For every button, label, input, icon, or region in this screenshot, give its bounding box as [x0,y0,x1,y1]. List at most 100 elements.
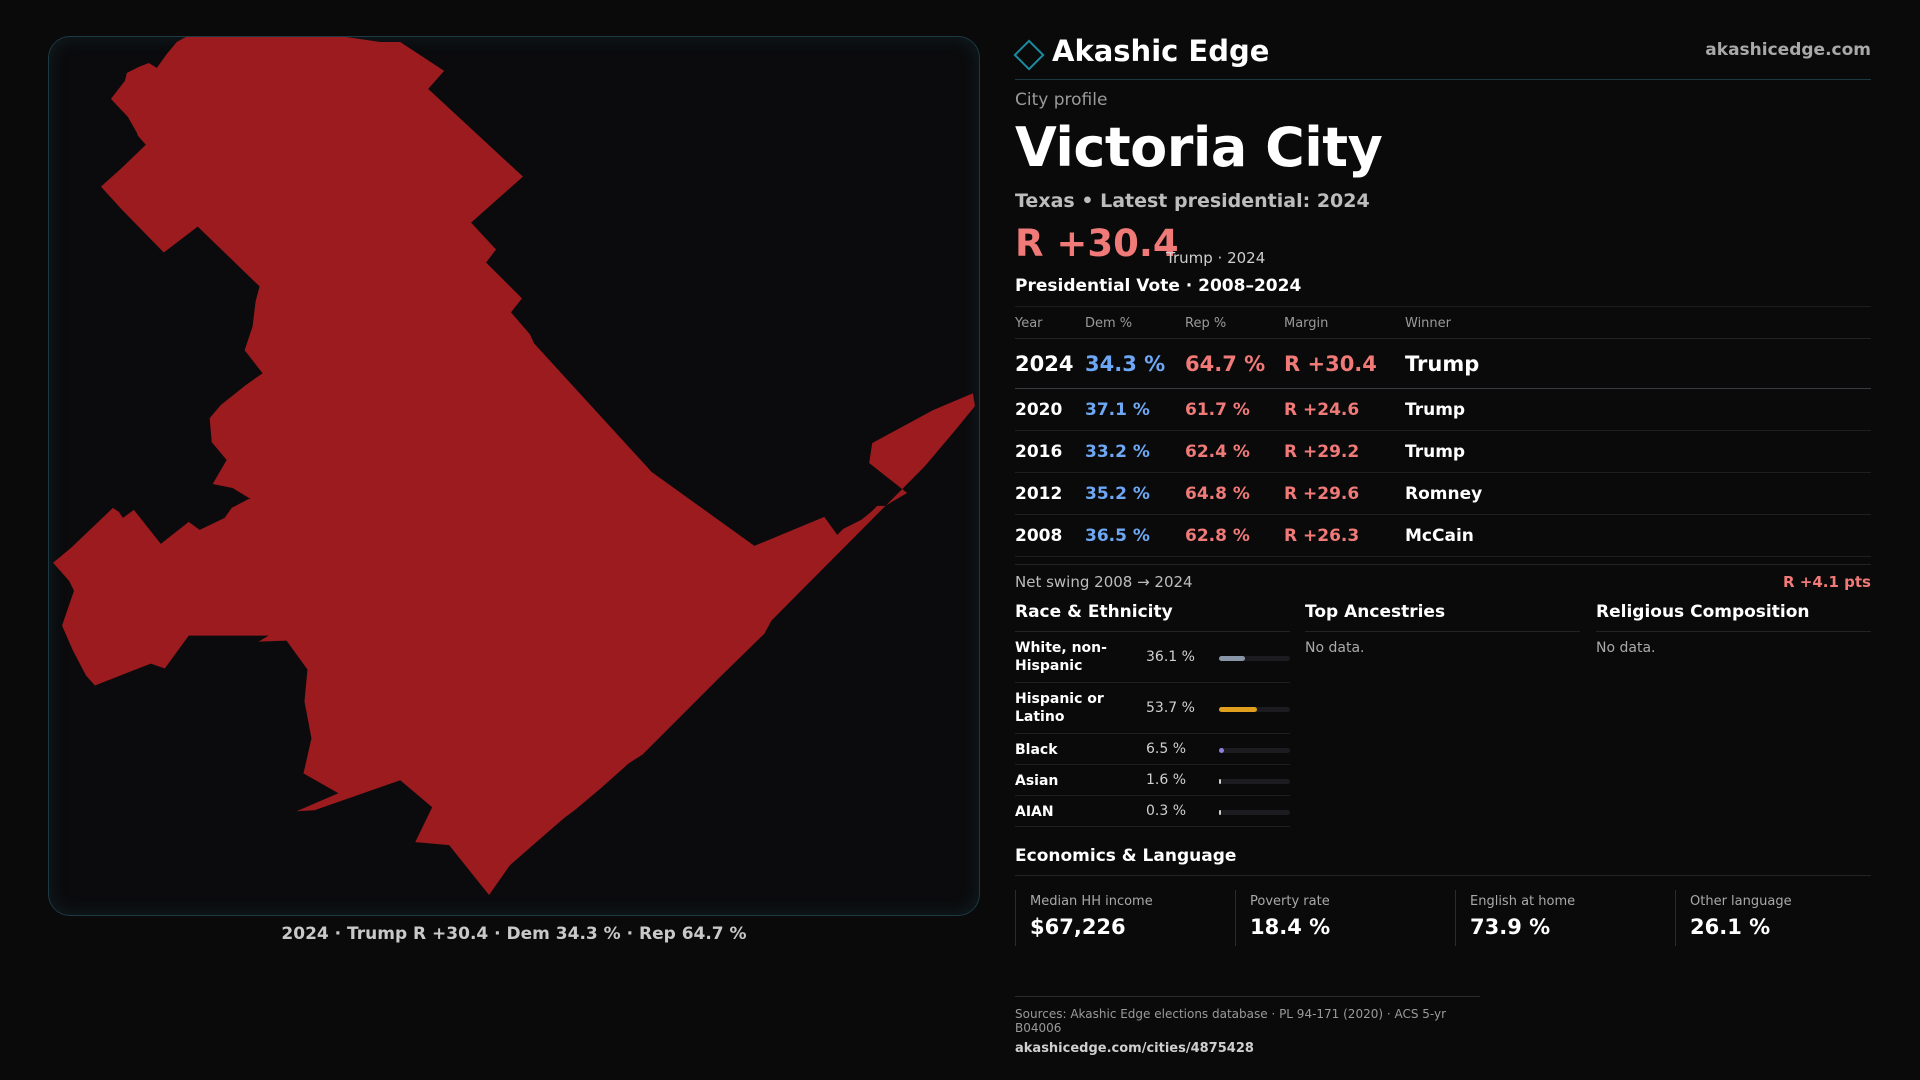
race-row: Asian 1.6 % [1015,765,1290,796]
brand-name: Akashic Edge [1052,34,1270,68]
race-label: Asian [1015,773,1059,789]
profile-column: Akashic Edge akashicedge.com City profil… [1013,0,1871,1080]
table-row: 2008 36.5 % 62.8 % R +26.3 McCain [1015,515,1871,557]
row-margin: R +24.6 [1284,400,1360,420]
race-pct: 36.1 % [1146,648,1195,665]
race-bar-fill [1219,655,1245,661]
race-pct: 0.3 % [1146,802,1187,819]
row-rep: 64.7 % [1185,352,1266,376]
race-bar-fill [1219,706,1258,712]
table-row: 2016 33.2 % 62.4 % R +29.2 Trump [1015,431,1871,473]
ancestries-empty: No data. [1305,640,1365,656]
header-rep: Rep % [1185,316,1227,331]
header-dem: Dem % [1085,316,1133,331]
row-year: 2008 [1015,526,1063,546]
econ-label: English at home [1470,894,1576,909]
row-winner: Romney [1405,484,1483,504]
row-dem: 36.5 % [1085,526,1150,546]
net-swing-label: Net swing 2008 → 2024 [1015,573,1193,591]
row-year: 2020 [1015,400,1063,420]
economics-section-title: Economics & Language [1015,846,1237,866]
econ-label: Poverty rate [1250,894,1330,909]
race-label: Hispanic or Latino [1015,691,1104,725]
econ-card-english: English at home 73.9 % [1455,890,1675,946]
page-url-link[interactable]: akashicedge.com/cities/4875428 [1015,1041,1254,1056]
economics-header: Economics & Language [1015,846,1871,876]
race-row: AIAN 0.3 % [1015,796,1290,827]
race-bar-fill [1219,809,1221,815]
row-year: 2012 [1015,484,1063,504]
row-winner: Trump [1405,352,1480,376]
row-dem: 37.1 % [1085,400,1150,420]
net-swing-value: R +4.1 pts [1783,573,1871,591]
city-subline: Texas • Latest presidential: 2024 [1015,190,1370,212]
city-map-panel [48,36,980,916]
vote-section-title: Presidential Vote · 2008–2024 [1015,276,1302,296]
econ-card-other-language: Other language 26.1 % [1675,890,1871,946]
race-label: AIAN [1015,804,1054,820]
row-winner: McCain [1405,526,1474,546]
race-pct: 53.7 % [1146,699,1195,716]
row-dem: 33.2 % [1085,442,1150,462]
latest-margin-note: Trump · 2024 [1166,249,1266,267]
race-pct: 6.5 % [1146,740,1187,757]
sources-text: Sources: Akashic Edge elections database… [1015,1007,1447,1035]
econ-card-poverty: Poverty rate 18.4 % [1235,890,1455,946]
brand-header: Akashic Edge akashicedge.com [1013,30,1871,80]
row-year: 2016 [1015,442,1063,462]
race-bar-track [1219,747,1290,753]
religion-empty: No data. [1596,640,1656,656]
row-rep: 62.4 % [1185,442,1250,462]
page-title: Victoria City [1015,116,1383,179]
row-year: 2024 [1015,352,1074,376]
race-ethnicity-section: Race & Ethnicity White, non-Hispanic 36.1… [1015,600,1290,827]
net-swing-row: Net swing 2008 → 2024 R +4.1 pts [1015,564,1871,591]
race-row: Hispanic or Latino 53.7 % [1015,683,1290,734]
race-bar-track [1219,778,1290,784]
race-pct: 1.6 % [1146,771,1187,788]
brand-url-link[interactable]: akashicedge.com [1705,40,1871,60]
race-bar-track [1219,706,1290,712]
race-list: White, non-Hispanic 36.1 % Hispanic or Lat… [1015,632,1290,827]
row-rep: 64.8 % [1185,484,1250,504]
econ-label: Median HH income [1030,894,1153,909]
race-row: White, non-Hispanic 36.1 % [1015,632,1290,683]
sources-footer: Sources: Akashic Edge elections database… [1015,996,1480,1056]
econ-value: 26.1 % [1690,915,1771,939]
race-section-title: Race & Ethnicity [1015,600,1290,632]
row-margin: R +30.4 [1284,352,1377,376]
latest-margin: R +30.4 [1015,222,1179,265]
row-margin: R +26.3 [1284,526,1360,546]
row-margin: R +29.2 [1284,442,1360,462]
table-header: Year Dem % Rep % Margin Winner [1015,307,1871,339]
race-row: Black 6.5 % [1015,734,1290,765]
econ-value: 18.4 % [1250,915,1331,939]
race-label: Black [1015,742,1058,758]
ancestries-section: Top Ancestries No data. [1305,600,1580,656]
race-bar-track [1219,655,1290,661]
page-eyebrow: City profile [1015,90,1108,110]
row-dem: 35.2 % [1085,484,1150,504]
row-winner: Trump [1405,400,1466,420]
diamond-logo-icon [1013,39,1045,71]
econ-value: $67,226 [1030,915,1126,939]
row-margin: R +29.6 [1284,484,1360,504]
presidential-vote-table: Year Dem % Rep % Margin Winner 2024 34.3… [1015,306,1871,557]
row-dem: 34.3 % [1085,352,1166,376]
table-row: 2020 37.1 % 61.7 % R +24.6 Trump [1015,389,1871,431]
row-winner: Trump [1405,442,1466,462]
row-rep: 61.7 % [1185,400,1250,420]
race-label: White, non-Hispanic [1015,640,1107,674]
religion-section: Religious Composition No data. [1596,600,1871,656]
race-bar-track [1219,809,1290,815]
econ-card-income: Median HH income $67,226 [1015,890,1235,946]
race-bar-fill [1219,747,1224,753]
map-caption: 2024 · Trump R +30.4 · Dem 34.3 % · Rep … [281,924,747,944]
table-row: 2012 35.2 % 64.8 % R +29.6 Romney [1015,473,1871,515]
ancestries-section-title: Top Ancestries [1305,600,1580,632]
econ-label: Other language [1690,894,1792,909]
row-rep: 62.8 % [1185,526,1250,546]
race-bar-fill [1219,778,1221,784]
religion-section-title: Religious Composition [1596,600,1871,632]
city-boundary-shape [53,37,975,896]
